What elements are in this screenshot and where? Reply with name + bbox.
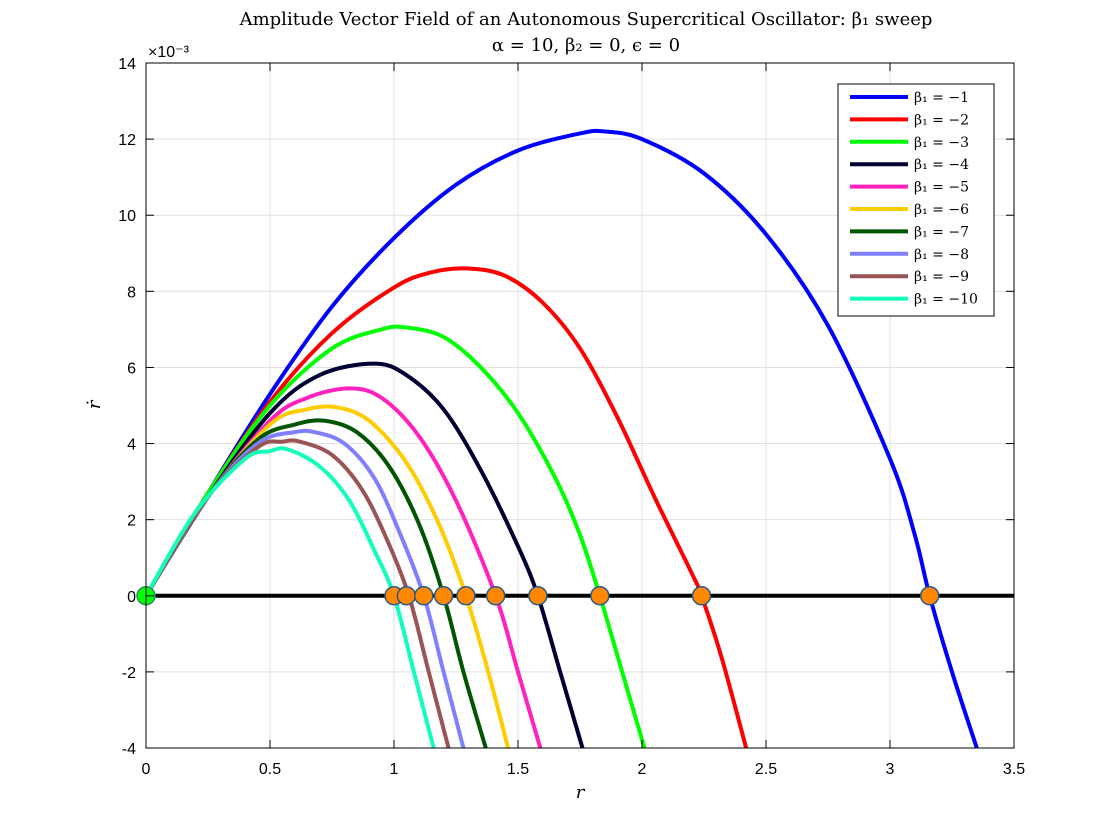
chart-title: Amplitude Vector Field of an Autonomous … — [239, 9, 933, 30]
legend: β₁ = −1 β₁ = −2 β₁ = −3 β₁ = −4 β₁ = −5 β₁ = … — [837, 83, 995, 317]
equilibrium-point-8 — [590, 586, 610, 606]
y-tick-label: 0 — [127, 589, 136, 606]
x-tick-label: 2.5 — [755, 761, 777, 778]
y-tick-label: -2 — [122, 665, 136, 682]
y-tick-label: 14 — [118, 56, 136, 73]
series-line-3 — [146, 324, 647, 748]
y-tick-label: 4 — [127, 437, 136, 454]
legend-label-6: β₁ = −6 — [914, 202, 969, 218]
series-line-4 — [146, 361, 585, 748]
legend-label-3: β₁ = −3 — [914, 135, 969, 151]
x-tick-label: 1 — [390, 761, 399, 778]
plot-frame — [145, 62, 1015, 749]
y-tick-label: 2 — [127, 513, 136, 530]
legend-label-5: β₁ = −5 — [914, 180, 969, 196]
x-tick-label: 0.5 — [259, 761, 281, 778]
legend-label-8: β₁ = −8 — [914, 247, 969, 263]
equilibrium-point-3 — [414, 586, 434, 606]
equilibrium-point-10 — [919, 586, 940, 606]
x-tick-label: 2 — [638, 761, 647, 778]
series-line-1 — [146, 128, 979, 748]
x-tick-label: 0 — [142, 761, 151, 778]
y-tick-label: 12 — [118, 132, 136, 149]
equilibrium-markers — [136, 586, 940, 606]
equilibrium-point-6 — [485, 586, 506, 606]
legend-label-4: β₁ = −4 — [914, 157, 969, 173]
equilibrium-point-5 — [456, 586, 476, 606]
y-tick-label: -4 — [122, 741, 136, 758]
x-tick-label: 1.5 — [507, 761, 529, 778]
legend-label-7: β₁ = −7 — [914, 224, 969, 240]
series-line-2 — [146, 266, 749, 748]
y-exponent-label: ×10⁻³ — [148, 44, 190, 61]
equilibrium-point-2 — [396, 586, 417, 606]
x-tick-label: 3.5 — [1003, 761, 1025, 778]
ticks: 0 0.5 1 1.5 2 2.5 3 3.5 -4 -2 0 2 4 6 8 10 12 14 — [118, 56, 1025, 778]
legend-label-1: β₁ = −1 — [914, 90, 969, 106]
y-tick-label: 10 — [118, 208, 136, 225]
y-tick-label: 6 — [127, 360, 136, 377]
series-line-6 — [146, 404, 511, 748]
series-line-10 — [146, 446, 436, 748]
equilibrium-point-9 — [691, 586, 712, 606]
chart-subtitle: α = 10, β₂ = 0, ϵ = 0 — [492, 35, 680, 56]
legend-label-2: β₁ = −2 — [914, 112, 969, 128]
equilibrium-point-7 — [528, 586, 548, 606]
equilibrium-point-4 — [433, 586, 454, 606]
y-tick-label: 8 — [127, 284, 136, 301]
legend-label-9: β₁ = −9 — [914, 269, 969, 285]
x-tick-label: 3 — [886, 761, 895, 778]
y-axis-label: ṙ — [84, 399, 105, 409]
legend-label-10: β₁ = −10 — [914, 292, 978, 308]
x-axis-label: r — [576, 782, 586, 803]
